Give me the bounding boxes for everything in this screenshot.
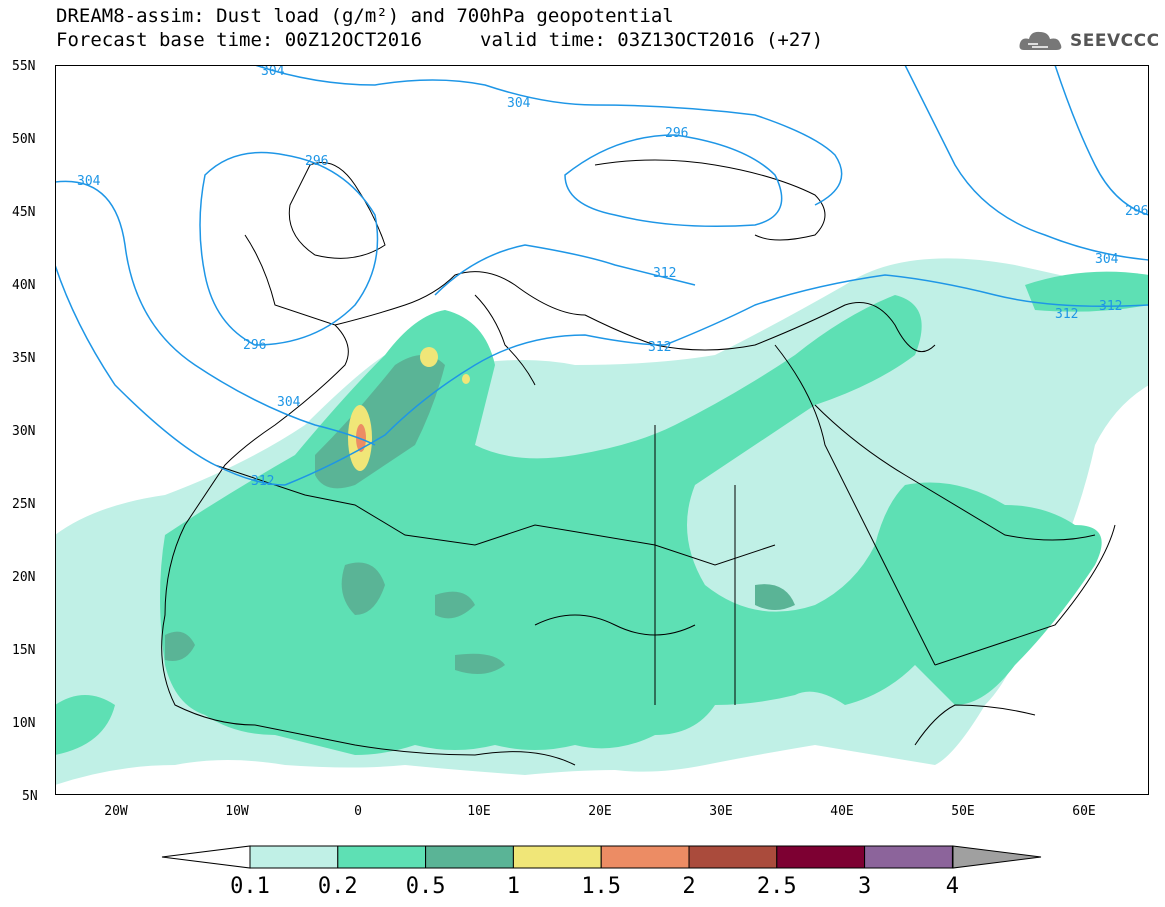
contour-label: 312 bbox=[648, 340, 671, 355]
contour-label: 312 bbox=[1055, 307, 1078, 322]
lat-label: 15N bbox=[12, 643, 35, 658]
colorbar-label: 1 bbox=[507, 874, 520, 899]
seevccc-logo: SEEVCCC bbox=[1018, 28, 1160, 56]
colorbar-label: 2 bbox=[682, 874, 695, 899]
contour-labels: 304 296 304 296 304 296 304 312 312 312 … bbox=[77, 65, 1148, 489]
contour-label: 304 bbox=[277, 395, 301, 410]
contour-label: 304 bbox=[1095, 252, 1119, 267]
map-frame bbox=[55, 65, 1149, 795]
colorbar-swatch bbox=[688, 845, 778, 869]
lon-label: 0 bbox=[354, 804, 362, 815]
contour-label: 304 bbox=[507, 96, 531, 111]
dust-layer-1.5 bbox=[356, 424, 366, 452]
axis-labels: 55N 50N 45N 40N 35N 30N 25N 20N 15N 10N … bbox=[12, 59, 1096, 815]
lat-label: 5N bbox=[22, 789, 38, 804]
colorbar-left-arrow bbox=[161, 845, 251, 869]
valid-time: valid time: 03Z13OCT2016 (+27) bbox=[480, 29, 824, 51]
lat-label: 40N bbox=[12, 278, 35, 293]
colorbar-label: 4 bbox=[946, 874, 959, 899]
longitude-labels: 20W 10W 0 10E 20E 30E 40E 50E 60E bbox=[104, 804, 1095, 815]
contour-label: 296 bbox=[305, 154, 328, 169]
logo-text: SEEVCCC bbox=[1070, 31, 1160, 51]
colorbar-right-arrow bbox=[952, 845, 1042, 869]
lat-label: 50N bbox=[12, 132, 35, 147]
lat-label: 30N bbox=[12, 424, 35, 439]
colorbar-swatch bbox=[776, 845, 866, 869]
contour-label: 304 bbox=[77, 174, 101, 189]
colorbar-swatch bbox=[249, 845, 339, 869]
colorbar-label: 2.5 bbox=[757, 874, 797, 899]
lon-label: 20E bbox=[588, 804, 611, 815]
lon-label: 60E bbox=[1072, 804, 1095, 815]
dust-load-map: 304 296 304 296 304 296 304 312 312 312 … bbox=[55, 65, 1149, 795]
lon-label: 30E bbox=[709, 804, 732, 815]
contour-label: 312 bbox=[1099, 299, 1122, 314]
contour-label: 304 bbox=[261, 65, 285, 79]
colorbar-label: 0.5 bbox=[406, 874, 446, 899]
lat-label: 10N bbox=[12, 716, 35, 731]
colorbar-swatch bbox=[425, 845, 514, 869]
lon-label: 10W bbox=[225, 804, 249, 815]
colorbar-label: 0.1 bbox=[230, 874, 270, 899]
contour-label: 296 bbox=[1125, 204, 1148, 219]
lon-label: 50E bbox=[951, 804, 974, 815]
forecast-base-time: Forecast base time: 00Z12OCT2016 bbox=[56, 29, 423, 51]
colorbar-swatch bbox=[337, 845, 427, 869]
colorbar-label: 3 bbox=[858, 874, 871, 899]
colorbar: 0.1 0.2 0.5 1 1.5 2 2.5 3 4 bbox=[161, 845, 1042, 899]
contour-label: 312 bbox=[251, 474, 274, 489]
dust-layer-0.5 bbox=[165, 355, 795, 674]
latitude-labels: 55N 50N 45N 40N 35N 30N 25N 20N 15N 10N … bbox=[12, 59, 38, 804]
contour-label: 296 bbox=[243, 338, 266, 353]
lat-label: 20N bbox=[12, 570, 35, 585]
colorbar-label: 0.2 bbox=[318, 874, 358, 899]
lat-label: 25N bbox=[12, 497, 35, 512]
lon-label: 40E bbox=[830, 804, 853, 815]
colorbar-swatch bbox=[864, 845, 953, 869]
lat-label: 35N bbox=[12, 351, 35, 366]
contour-label: 312 bbox=[653, 266, 676, 281]
cloud-icon bbox=[1019, 31, 1062, 50]
lon-label: 10E bbox=[467, 804, 490, 815]
lat-label: 45N bbox=[12, 205, 35, 220]
map-title: DREAM8-assim: Dust load (g/m²) and 700hP… bbox=[56, 5, 674, 27]
colorbar-swatches bbox=[249, 845, 953, 869]
colorbar-swatch bbox=[600, 845, 690, 869]
coastlines bbox=[161, 159, 1116, 766]
lon-label: 20W bbox=[104, 804, 128, 815]
geopotential-contours bbox=[55, 65, 1149, 486]
colorbar-label: 1.5 bbox=[581, 874, 621, 899]
lat-label: 55N bbox=[12, 59, 35, 74]
contour-label: 296 bbox=[665, 126, 688, 141]
colorbar-labels: 0.1 0.2 0.5 1 1.5 2 2.5 3 4 bbox=[230, 874, 959, 899]
colorbar-swatch bbox=[512, 845, 602, 869]
